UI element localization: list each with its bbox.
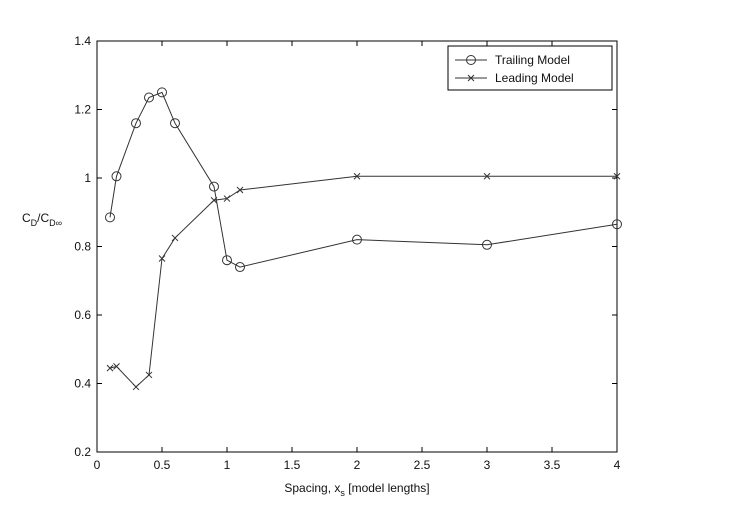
series-trailing-model [105,87,622,273]
data-point-circle [131,118,141,129]
data-point-x [223,195,231,202]
y-tick-label: 0.4 [74,377,91,391]
data-point-circle [144,92,154,103]
data-point-x [113,363,120,370]
legend-label-leading: Leading Model [495,71,574,85]
data-point-x [483,172,491,180]
data-point-x [171,234,179,242]
y-tick-label: 1.4 [74,34,91,48]
legend-marker-leading [467,74,475,82]
data-point-circle [209,181,219,192]
legend-box [447,45,613,91]
y-axis-label: CD/CD∞ [22,211,62,228]
y-axis-label-sub2: D∞ [49,218,62,228]
y-tick-label: 1 [84,171,91,185]
series-leading-model [106,172,621,391]
x-tick-label: 1.5 [284,458,301,472]
y-tick-label: 1.2 [74,103,91,117]
data-point-x [145,371,153,379]
series-layer [105,87,622,391]
x-tick-label: 1 [224,458,231,472]
x-tick-label: 0.5 [154,458,171,472]
data-point-x [158,255,166,262]
y-axis-label-c1: C [22,211,31,225]
data-point-circle [612,219,622,230]
y-tick-label: 0.2 [74,445,91,459]
series-line [109,175,617,388]
x-tick-label: 2.5 [414,458,431,472]
data-point-circle [222,255,232,266]
data-point-x [210,196,218,204]
y-tick-label: 0.6 [74,308,91,322]
data-point-circle [105,212,115,223]
data-point-circle [170,118,180,129]
data-point-circle [235,262,245,273]
x-axis-label-tail: [model lengths] [345,481,430,495]
x-axis: 0 0.5 1 1.5 2 2.5 3 3.5 4 [94,41,621,472]
x-tick-label: 3 [484,458,491,472]
x-tick-label: 4 [614,458,621,472]
y-axis: 0.2 0.4 0.6 0.8 1 1.2 1.4 [74,34,617,459]
data-point-x [132,383,140,391]
legend-marker-trailing [466,55,476,65]
x-tick-label: 0 [94,458,101,472]
plot-area [96,40,618,453]
data-point-x [106,364,114,372]
y-tick-label: 0.8 [74,240,91,254]
legend-label-trailing: Trailing Model [495,53,570,67]
x-axis-label-main: Spacing, x [284,481,340,495]
y-axis-label-sub1: D [31,218,38,228]
series-line [109,91,618,268]
data-point-x [613,172,621,180]
data-point-circle [482,239,492,250]
x-axis-label: Spacing, xs [model lengths] [284,481,429,498]
data-point-circle [352,234,362,245]
x-tick-label: 2 [354,458,361,472]
data-point-x [353,172,361,180]
legend: Trailing Model Leading Model [447,45,613,91]
data-point-circle [157,87,167,98]
data-point-x [236,186,244,194]
x-axis-label-subscript: s [340,488,345,498]
x-tick-label: 3.5 [544,458,561,472]
y-axis-label-mid: /C [37,211,49,225]
data-point-circle [111,171,122,182]
